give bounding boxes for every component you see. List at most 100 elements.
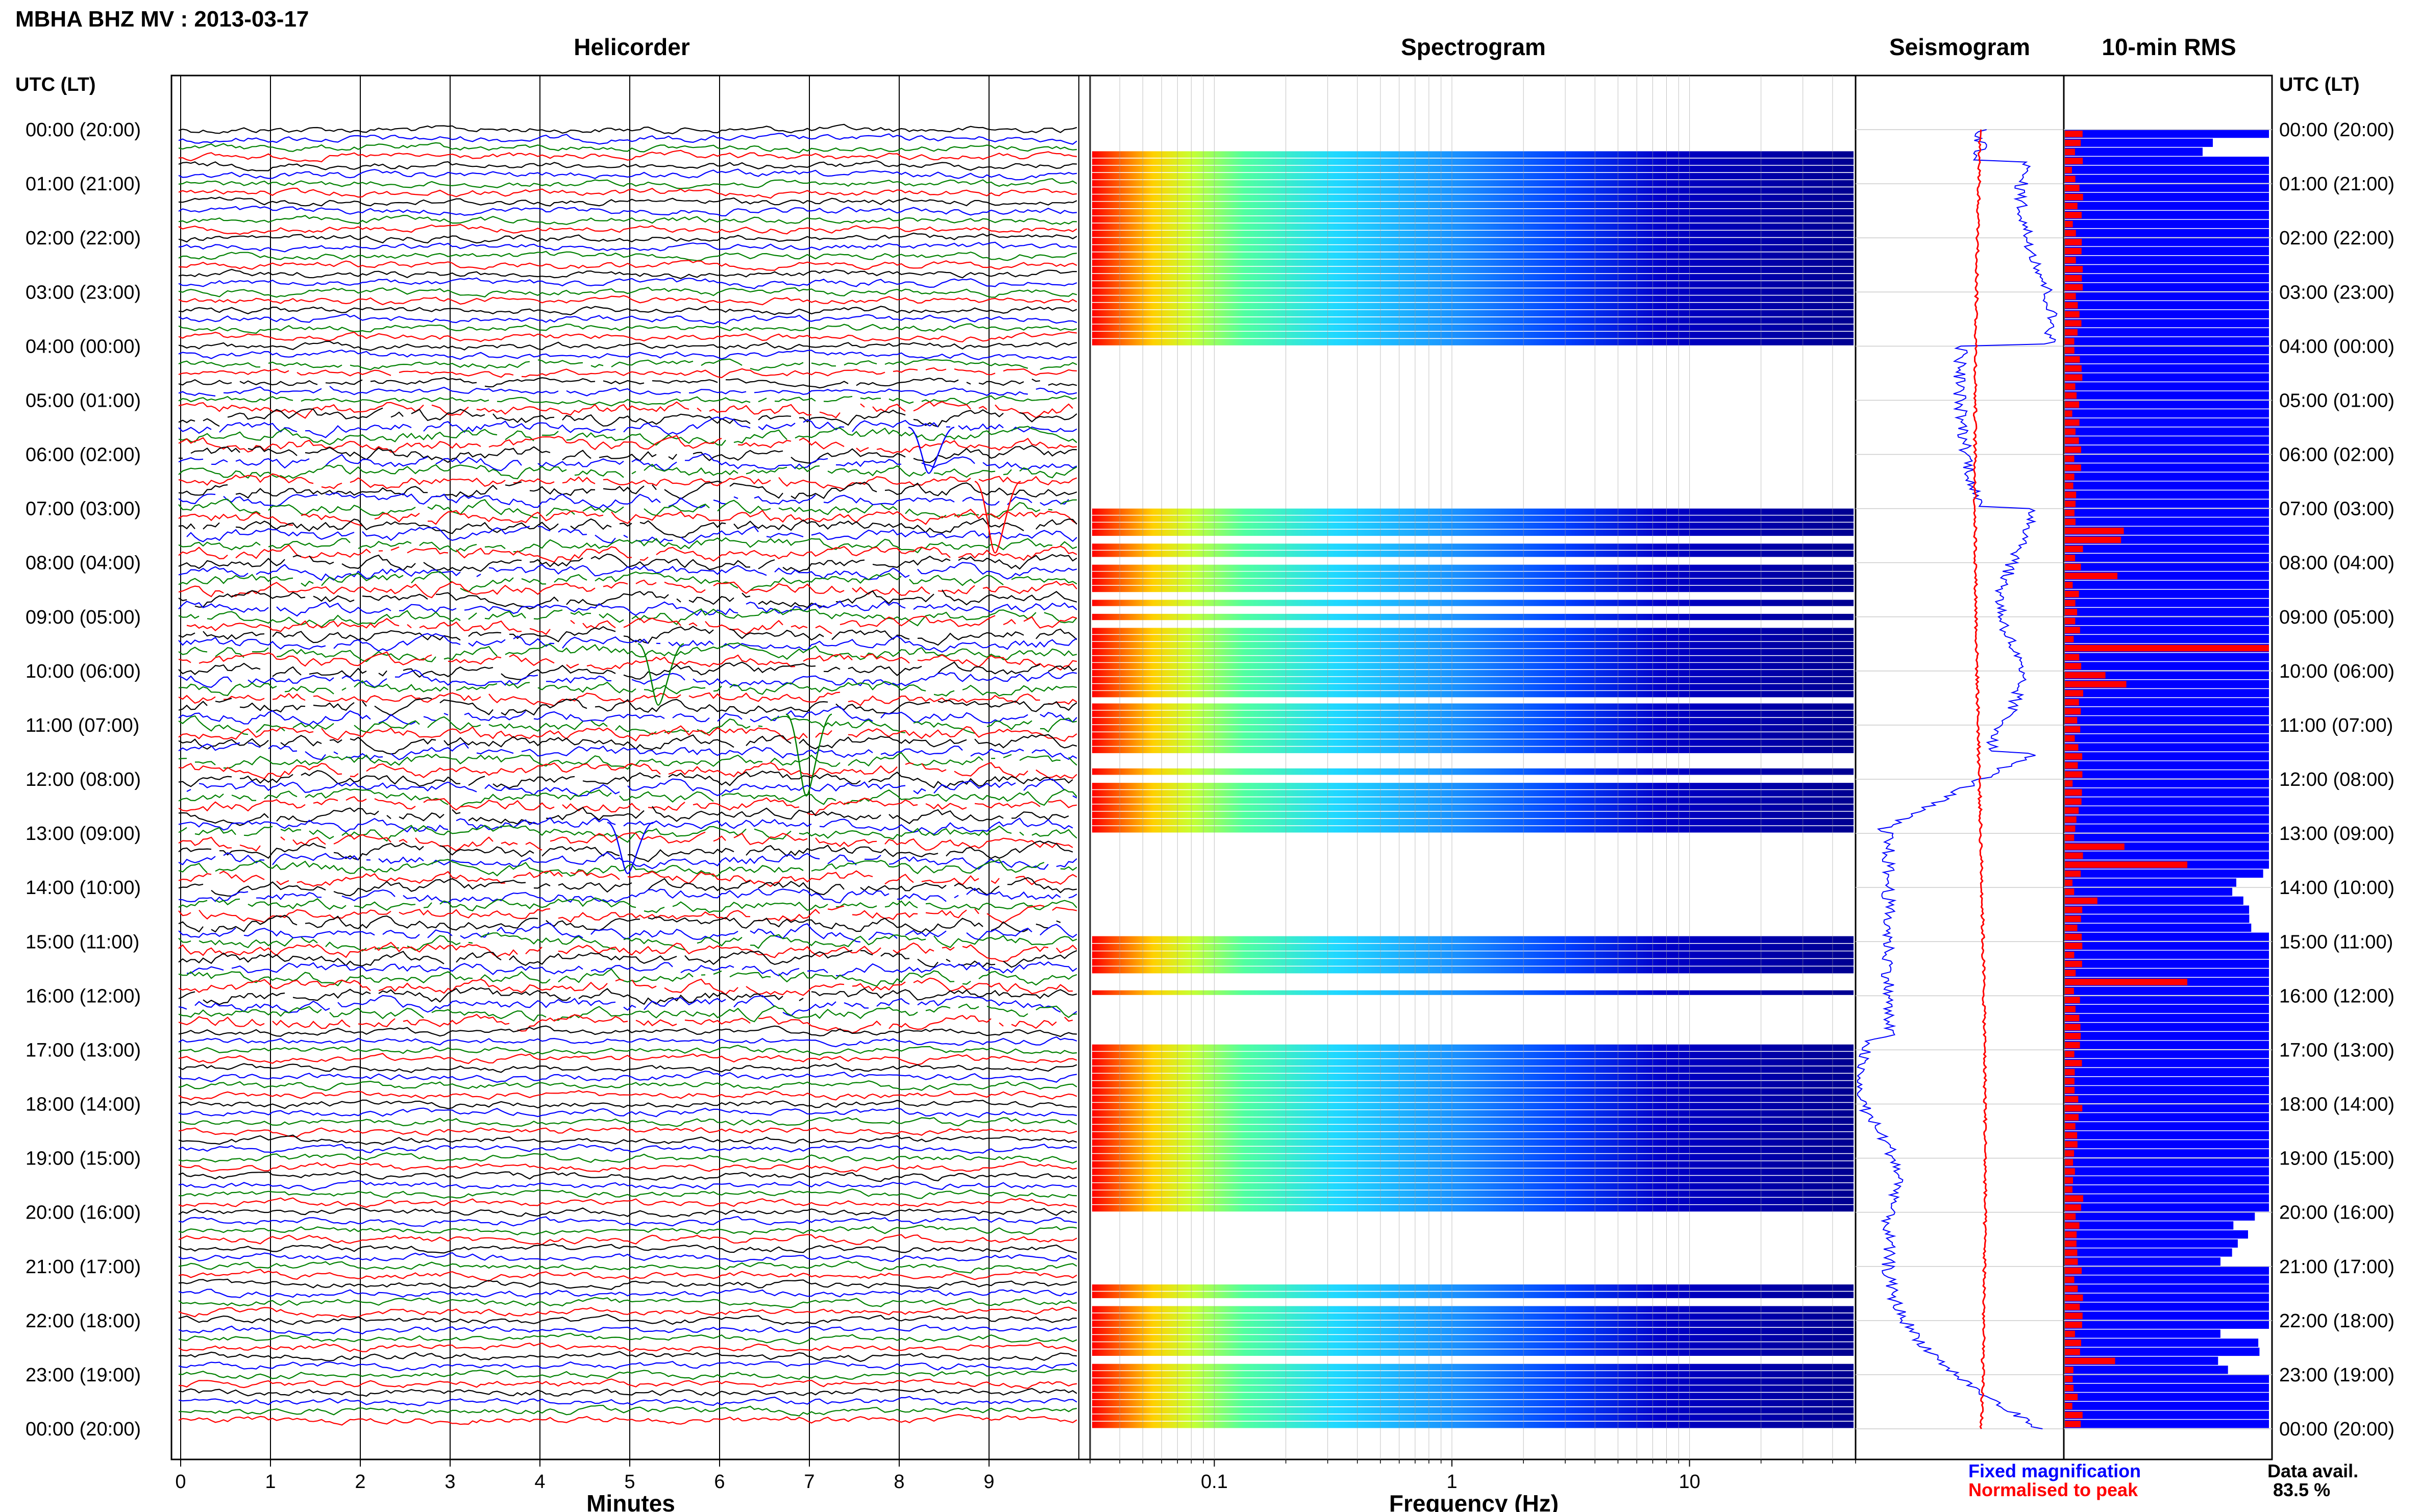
rms-bar-fixed	[2065, 1275, 2269, 1284]
helicorder-trace	[178, 1368, 1077, 1380]
helicorder-trace	[178, 642, 1077, 662]
rms-bar-peak	[2065, 1087, 2075, 1094]
rms-bar-fixed	[2065, 554, 2269, 562]
helicorder-trace	[178, 1252, 1077, 1262]
rms-bar-peak	[2065, 293, 2076, 300]
helicorder-trace	[178, 1180, 1077, 1191]
time-label-left: 01:00 (21:00)	[26, 173, 141, 195]
rms-bar-fixed	[2065, 256, 2269, 264]
rms-bar-fixed	[2065, 219, 2269, 228]
helicorder-trace	[178, 214, 1077, 225]
rms-bar-peak	[2065, 699, 2079, 706]
rms-bar-peak	[2065, 789, 2082, 796]
spectrogram-row	[1092, 508, 1854, 515]
spectrogram-row	[1092, 165, 1854, 172]
helicorder-trace	[178, 1099, 1077, 1109]
rms-bar-fixed	[2065, 319, 2269, 328]
spectrogram-row	[1092, 1161, 1854, 1168]
time-label-right: 23:00 (19:00)	[2279, 1365, 2395, 1386]
rms-bar-peak	[2065, 960, 2082, 968]
rms-bar-peak	[2065, 491, 2077, 498]
helicorder-trace	[178, 825, 1077, 843]
rms-bar-fixed	[2065, 202, 2269, 210]
spectrogram-row	[1092, 1168, 1854, 1175]
time-label-right: 09:00 (05:00)	[2279, 607, 2395, 628]
helicorder-trace	[178, 608, 1077, 628]
rms-bar-peak	[2065, 825, 2076, 832]
figure-title: MBHA BHZ MV : 2013-03-17	[15, 7, 309, 32]
helicorder-trace	[178, 1025, 1077, 1037]
seismogram-frame	[1855, 75, 2065, 1460]
rms-bar-peak	[2065, 203, 2078, 210]
helicorder-trace	[178, 1414, 1077, 1426]
spectrogram-row	[1092, 1052, 1854, 1058]
rms-bar-fixed	[2065, 599, 2269, 607]
helicorder-xtick-label: 0	[175, 1471, 186, 1493]
rms-bar-fixed	[2065, 1212, 2255, 1221]
rms-bar-peak	[2065, 798, 2082, 805]
rms-bar-peak	[2065, 131, 2083, 137]
helicorder-trace	[178, 160, 1077, 171]
rms-bar-peak	[2065, 437, 2079, 444]
rms-bar-peak	[2065, 1186, 2072, 1193]
helicorder-trace	[178, 142, 1077, 154]
rms-bar-fixed	[2065, 138, 2213, 147]
rms-bar-peak	[2065, 1375, 2073, 1382]
rms-bar-peak	[2065, 1141, 2078, 1148]
rms-bar-fixed	[2065, 436, 2269, 445]
time-label-right: 05:00 (01:00)	[2279, 390, 2395, 411]
rms-bar-peak	[2065, 609, 2078, 615]
rms-bar-fixed	[2065, 238, 2269, 246]
helicorder-trace	[178, 150, 1077, 163]
rms-bar-fixed	[2065, 499, 2269, 508]
rms-bar-fixed	[2065, 427, 2269, 436]
rms-bar-fixed	[2065, 1257, 2220, 1266]
rms-bar-peak	[2065, 861, 2187, 868]
seismogram-title: Seismogram	[1889, 34, 2030, 60]
rms-bar-peak	[2065, 148, 2075, 156]
rms-bar-peak	[2065, 176, 2076, 183]
helicorder-trace	[178, 499, 1077, 519]
rms-bar-peak	[2065, 455, 2075, 462]
rms-bar-peak	[2065, 654, 2080, 661]
time-label-left: 07:00 (03:00)	[26, 499, 141, 520]
helicorder-trace	[178, 1013, 1073, 1034]
helicorder-trace	[178, 725, 1077, 742]
rms-bar-fixed	[2065, 716, 2269, 725]
rms-bar-fixed	[2065, 950, 2269, 959]
rms-bar-fixed	[2065, 779, 2269, 788]
helicorder-trace	[178, 426, 1077, 446]
helicorder-trace	[178, 386, 1077, 397]
rms-bar-fixed	[2065, 1176, 2269, 1185]
time-label-right: 04:00 (00:00)	[2279, 336, 2395, 357]
rms-bar-peak	[2065, 1267, 2082, 1274]
rms-bar-peak	[2065, 590, 2079, 598]
rms-bar-fixed	[2065, 1185, 2269, 1194]
helicorder-trace	[178, 1080, 1077, 1092]
rms-bar-fixed	[2065, 653, 2269, 661]
spectrogram-row	[1092, 783, 1854, 789]
rms-bar-peak	[2065, 428, 2076, 435]
time-label-left: 06:00 (02:00)	[26, 444, 141, 466]
helicorder-trace	[178, 1260, 1077, 1274]
helicorder-trace	[178, 1387, 1077, 1397]
helicorder-trace	[178, 1269, 1077, 1282]
spectrogram-row	[1092, 649, 1854, 655]
helicorder-trace	[178, 1036, 1077, 1048]
helicorder-trace	[178, 788, 1077, 807]
rms-bar-peak	[2065, 997, 2080, 1003]
helicorder-trace	[178, 715, 1077, 735]
helicorder-xtick-label: 1	[265, 1471, 276, 1493]
rms-bar-fixed	[2065, 517, 2269, 526]
spectrogram-bands	[1092, 151, 1854, 1428]
rms-bar-peak	[2065, 762, 2078, 769]
rms-bar-peak	[2065, 1285, 2078, 1292]
rms-bar-fixed	[2065, 581, 2269, 589]
rms-bar-fixed	[2065, 698, 2269, 707]
helicorder-xticks: 0 1 2 3 4 5 6 7 8 9	[175, 1459, 995, 1493]
rms-bar-fixed	[2065, 283, 2269, 291]
helicorder-trace	[178, 251, 1077, 261]
spectrogram-row	[1092, 725, 1854, 732]
helicorder-trace	[178, 416, 1077, 438]
time-label-left: 16:00 (12:00)	[26, 985, 141, 1007]
